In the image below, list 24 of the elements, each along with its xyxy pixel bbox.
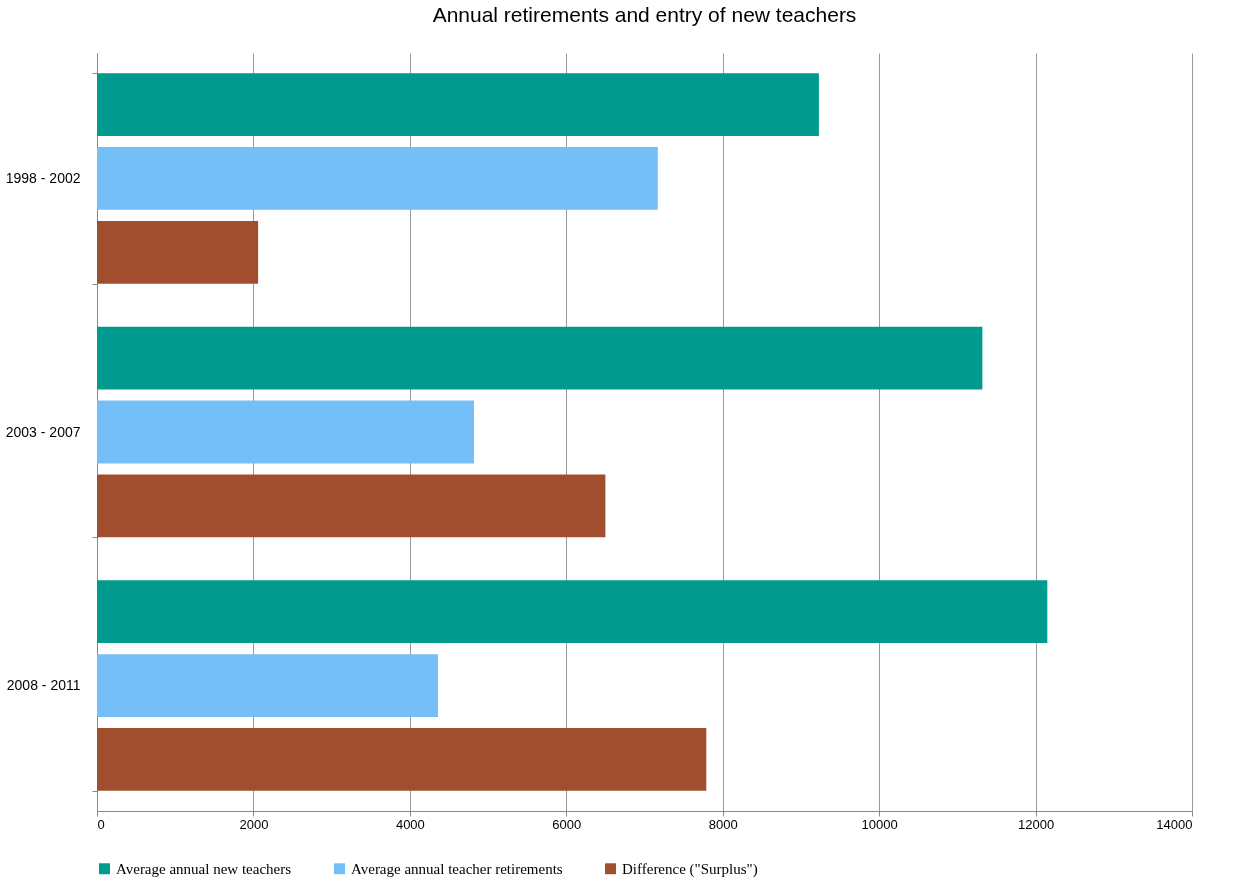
x-tick-label: 2000 — [239, 816, 269, 832]
x-tick-label: 8000 — [708, 816, 738, 832]
bar — [97, 474, 606, 538]
bar — [97, 727, 707, 791]
bar — [97, 73, 819, 137]
bar — [97, 580, 1048, 644]
y-tick-label: 2003 - 2007 — [5, 423, 81, 440]
bar — [97, 654, 439, 717]
legend-label: Average annual teacher retirements — [351, 860, 563, 877]
x-tick-label: 0 — [97, 816, 105, 832]
legend-label: Difference ("Surplus") — [622, 860, 758, 878]
y-tick-label: 1998 - 2002 — [5, 169, 81, 186]
x-tick-label: 6000 — [552, 816, 582, 832]
x-tick-label: 12000 — [1017, 816, 1055, 832]
bar — [97, 220, 259, 284]
x-tick-label: 10000 — [861, 816, 898, 832]
x-tick-label: 14000 — [1156, 816, 1193, 832]
legend-label: Average annual new teachers — [116, 860, 292, 877]
bar — [97, 326, 983, 390]
bar — [97, 147, 658, 210]
x-tick-label: 4000 — [395, 816, 425, 832]
chart-title: Annual retirements and entry of new teachers — [432, 3, 857, 26]
bar — [97, 400, 474, 464]
y-tick-label: 2008 - 2011 — [6, 677, 81, 694]
